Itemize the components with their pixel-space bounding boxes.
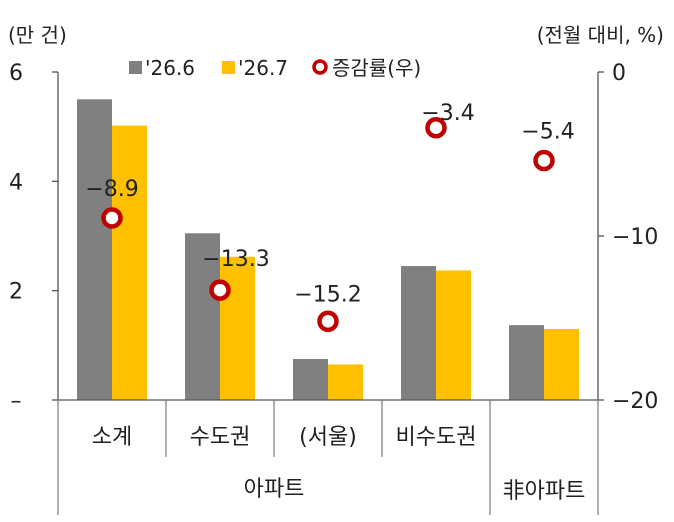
bar-curr-4: [544, 328, 579, 400]
bar-prev-0: [77, 99, 112, 400]
rate-marker-0: [101, 207, 123, 229]
left-tick-label-0: 6: [9, 61, 23, 86]
category-label-1: 수도권: [190, 425, 251, 450]
group-label-0: 아파트: [244, 477, 305, 502]
right-tick-label-1: −10: [612, 225, 658, 250]
rate-marker-2: [317, 310, 339, 333]
markers-layer: −8.9 −13.3 −15.2 −3.4 −5.4: [85, 101, 575, 333]
bar-prev-4: [509, 325, 544, 400]
rate-label-2: −15.2: [294, 282, 361, 307]
rate-label-3: −3.4: [421, 101, 474, 126]
axes-layer: 6 4 2 – 0 −10 −20 (만 건) (전월 대비, %) 소계 수도권 (서울) 비수도권아…: [8, 23, 664, 515]
group-label-1: 非아파트: [503, 479, 586, 504]
rate-label-0: −8.9: [85, 177, 138, 202]
left-tick-label-3: –: [11, 389, 22, 414]
legend-label-2: 증감률(우): [332, 56, 421, 80]
rate-label-1: −13.3: [202, 247, 269, 272]
category-label-2: (서울): [299, 425, 357, 450]
category-label-3: 비수도권: [396, 425, 477, 450]
bar-curr-0: [112, 125, 147, 400]
rate-marker-3: [425, 117, 447, 139]
rate-marker-4: [533, 149, 555, 172]
bar-prev-3: [401, 266, 436, 400]
left-tick-label-2: 2: [9, 280, 23, 305]
legend-label-0: '26.6: [145, 56, 195, 80]
bars-layer: [77, 99, 579, 400]
right-unit-label: (전월 대비, %): [537, 23, 664, 47]
left-unit-label: (만 건): [8, 23, 67, 47]
right-tick-label-2: −20: [612, 389, 658, 414]
rate-label-4: −5.4: [521, 120, 574, 145]
category-label-0: 소계: [92, 425, 132, 450]
bar-curr-2: [328, 364, 363, 400]
bar-prev-2: [293, 359, 328, 400]
legend-swatch-2: [312, 59, 328, 75]
left-tick-label-1: 4: [9, 170, 23, 195]
right-tick-label-0: 0: [612, 61, 626, 86]
rate-marker-1: [209, 279, 231, 301]
bar-prev-1: [185, 233, 220, 400]
bar-curr-1: [220, 256, 255, 400]
legend-label-1: '26.7: [238, 56, 288, 80]
legend: '26.6 '26.7 증감률(우): [129, 56, 421, 80]
legend-swatch-0: [129, 61, 142, 74]
bar-curr-3: [436, 270, 471, 400]
legend-swatch-1: [222, 61, 235, 74]
